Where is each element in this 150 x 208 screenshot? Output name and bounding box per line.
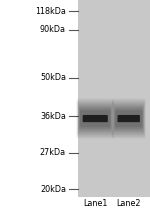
Text: 50kDa: 50kDa: [40, 73, 66, 83]
FancyBboxPatch shape: [112, 100, 145, 137]
FancyBboxPatch shape: [79, 105, 112, 132]
FancyBboxPatch shape: [114, 107, 143, 130]
Text: 20kDa: 20kDa: [40, 185, 66, 194]
FancyBboxPatch shape: [117, 115, 140, 122]
FancyBboxPatch shape: [83, 115, 108, 122]
Text: Lane2: Lane2: [116, 199, 141, 208]
FancyBboxPatch shape: [113, 102, 145, 135]
Bar: [78, 0, 150, 197]
Text: 118kDa: 118kDa: [35, 7, 66, 16]
FancyBboxPatch shape: [77, 100, 114, 137]
FancyBboxPatch shape: [76, 99, 114, 139]
FancyBboxPatch shape: [114, 105, 144, 132]
FancyBboxPatch shape: [78, 104, 112, 134]
FancyBboxPatch shape: [115, 109, 143, 129]
FancyBboxPatch shape: [112, 99, 146, 139]
Text: 27kDa: 27kDa: [40, 148, 66, 157]
FancyBboxPatch shape: [80, 109, 111, 129]
Text: Lane1: Lane1: [83, 199, 107, 208]
FancyBboxPatch shape: [113, 104, 144, 134]
FancyBboxPatch shape: [77, 102, 113, 135]
FancyBboxPatch shape: [115, 110, 142, 127]
FancyBboxPatch shape: [79, 107, 111, 130]
Text: 90kDa: 90kDa: [40, 25, 66, 34]
FancyBboxPatch shape: [80, 110, 110, 127]
Text: 36kDa: 36kDa: [40, 112, 66, 121]
